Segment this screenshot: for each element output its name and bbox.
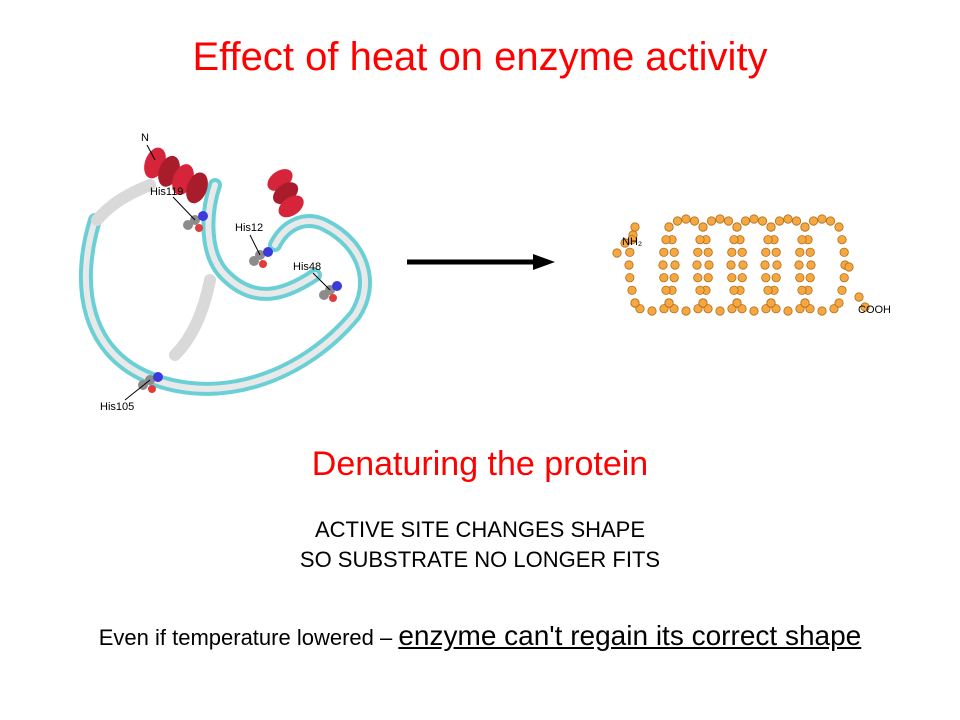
slide-title: Effect of heat on enzyme activity: [0, 35, 960, 80]
caption-line-1: ACTIVE SITE CHANGES SHAPE: [0, 515, 960, 545]
bottom-prefix: Even if temperature lowered –: [99, 625, 399, 650]
folded-protein-diagram: N His119 His12 His48 His105: [55, 125, 395, 415]
bottom-emphasis: enzyme can't regain its correct shape: [398, 620, 861, 651]
his12-label: His12: [235, 222, 263, 234]
title-text: Effect of heat on enzyme activity: [192, 35, 767, 79]
bead-chain: [613, 215, 869, 315]
caption-block: ACTIVE SITE CHANGES SHAPE SO SUBSTRATE N…: [0, 515, 960, 574]
his119-label: His119: [150, 186, 183, 198]
subtitle-text: Denaturing the protein: [312, 445, 648, 483]
arrow-svg: [405, 252, 555, 272]
helix-group: [137, 145, 313, 222]
n-terminus-label: N: [141, 132, 149, 144]
ribbon-group: [86, 185, 365, 389]
subtitle: Denaturing the protein: [0, 445, 960, 484]
nh2-label: NH₂: [622, 236, 642, 248]
folded-protein-svg: N His119 His12 His48 His105: [55, 125, 395, 415]
transition-arrow: [405, 252, 555, 272]
his48-label: His48: [293, 261, 321, 273]
caption-line-2: SO SUBSTRATE NO LONGER FITS: [0, 545, 960, 575]
slide: Effect of heat on enzyme activity: [0, 0, 960, 720]
denatured-protein-svg: NH₂ COOH: [590, 195, 890, 345]
his105-label: His105: [100, 401, 134, 413]
bottom-line: Even if temperature lowered – enzyme can…: [0, 620, 960, 652]
cooh-label: COOH: [858, 304, 890, 316]
atoms-group: [138, 211, 342, 393]
denatured-protein-diagram: NH₂ COOH: [590, 195, 890, 345]
